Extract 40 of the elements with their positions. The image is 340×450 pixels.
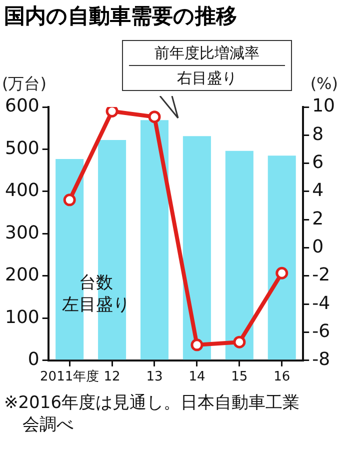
y-tick-label: 500 [4, 138, 40, 159]
text: 前年度比増減率 [129, 41, 285, 66]
bar [182, 136, 211, 360]
x-tick-label: 15 [231, 370, 248, 385]
y2-tick-label: -8 [312, 349, 330, 370]
bar [98, 140, 126, 360]
y2-tick-label: 6 [312, 152, 324, 173]
y-tick-label: 0 [28, 349, 40, 370]
chart-title: 国内の自動車需要の推移 [4, 3, 237, 30]
y-tick-label: 600 [4, 96, 40, 117]
y-tick-label: 400 [4, 180, 40, 202]
y2-tick-label: 2 [312, 208, 324, 230]
y-tick-label: 200 [4, 264, 40, 286]
y-axis-title: (万台) [2, 74, 46, 94]
point [106, 107, 118, 118]
x-tick-label: 2011年度 [40, 368, 100, 385]
y2-tick-label: 0 [312, 236, 324, 258]
y2-tick-label: 4 [312, 180, 324, 202]
bar [268, 156, 296, 360]
x-tick-label: 13 [146, 370, 163, 385]
y2-tick-label: 10 [312, 96, 335, 117]
x-tick-label: 14 [188, 370, 206, 385]
y2-tick-label: 8 [312, 124, 324, 145]
text: ※2016年度は見通し。日本自動車工業会調べ [4, 392, 301, 436]
y2-tick-label: -4 [312, 292, 330, 314]
point [63, 194, 76, 206]
bar [225, 150, 254, 360]
text: 右目盛り [176, 68, 238, 89]
y2-axis-title: (%) [310, 74, 338, 94]
point [276, 266, 288, 280]
y2-tick-label: -6 [312, 320, 330, 342]
y-tick-label: 100 [4, 306, 40, 328]
y-tick-label: 300 [4, 222, 40, 244]
point [233, 336, 246, 348]
x-tick-label: 16 [274, 370, 290, 385]
point [148, 110, 161, 124]
point [190, 338, 204, 352]
x-tick-label: 12 [104, 370, 120, 385]
y2-tick-label: -2 [312, 264, 330, 286]
bar [140, 120, 169, 360]
